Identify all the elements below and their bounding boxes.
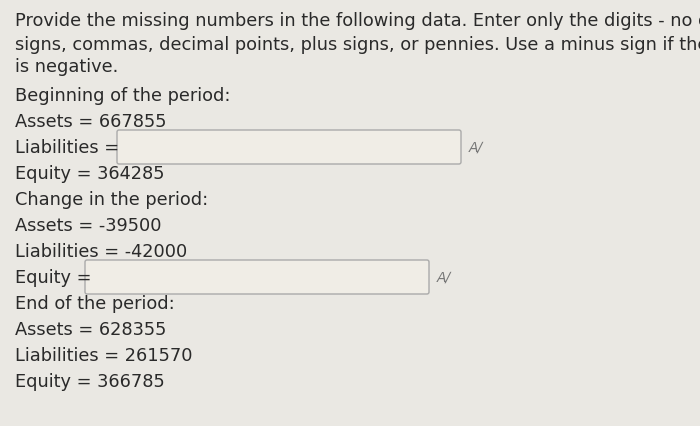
Text: Equity =: Equity =: [15, 268, 92, 286]
Text: is negative.: is negative.: [15, 58, 118, 76]
Text: A∕: A∕: [437, 271, 451, 284]
Text: Equity = 366785: Equity = 366785: [15, 372, 164, 390]
Text: A∕: A∕: [469, 141, 483, 155]
Text: Liabilities =: Liabilities =: [15, 139, 119, 157]
Text: Assets = 628355: Assets = 628355: [15, 320, 167, 338]
Text: Change in the period:: Change in the period:: [15, 190, 209, 208]
FancyBboxPatch shape: [117, 131, 461, 164]
Text: Provide the missing numbers in the following data. Enter only the digits - no do: Provide the missing numbers in the follo…: [15, 12, 700, 30]
Text: signs, commas, decimal points, plus signs, or pennies. Use a minus sign if the c: signs, commas, decimal points, plus sign…: [15, 35, 700, 53]
FancyBboxPatch shape: [85, 260, 429, 294]
Text: Assets = -39500: Assets = -39500: [15, 216, 162, 234]
Text: Liabilities = 261570: Liabilities = 261570: [15, 346, 192, 364]
Text: Assets = 667855: Assets = 667855: [15, 113, 167, 131]
Text: Equity = 364285: Equity = 364285: [15, 164, 164, 183]
Text: Liabilities = -42000: Liabilities = -42000: [15, 242, 188, 260]
Text: End of the period:: End of the period:: [15, 294, 175, 312]
Text: Beginning of the period:: Beginning of the period:: [15, 87, 230, 105]
